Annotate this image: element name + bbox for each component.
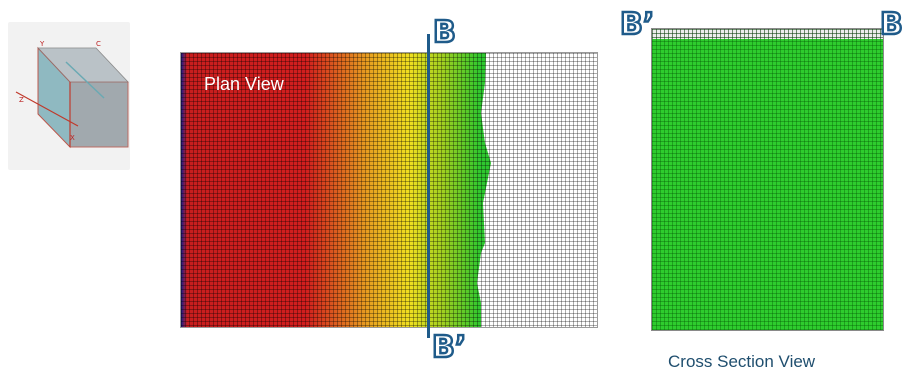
cross-section-panel [651,28,884,331]
cross-section-caption: Cross Section View [668,352,816,371]
cross-section-mesh [652,29,883,330]
plan-view-panel [180,52,598,328]
cross-section-saturated-zone [652,39,883,330]
section-marker-bottom: B’ [431,330,468,365]
cross-section-dry-band [652,29,883,39]
cross-section-marker-left: B’ [619,7,656,42]
axis-label-c: C [96,40,101,48]
orientation-thumbnail: Z X Y C [8,22,130,170]
plan-view-mesh [181,53,597,327]
plan-view-label: Plan View [204,74,284,94]
section-line [427,34,430,338]
axis-label-z: Z [19,96,24,104]
axis-label-y: Y [39,40,45,48]
plan-view-dry-region [477,53,597,327]
axis-label-x: X [70,134,75,142]
orientation-cube-icon: Z X Y C [15,40,129,149]
cross-section-marker-right: B [879,7,904,42]
section-marker-top: B [432,15,457,50]
